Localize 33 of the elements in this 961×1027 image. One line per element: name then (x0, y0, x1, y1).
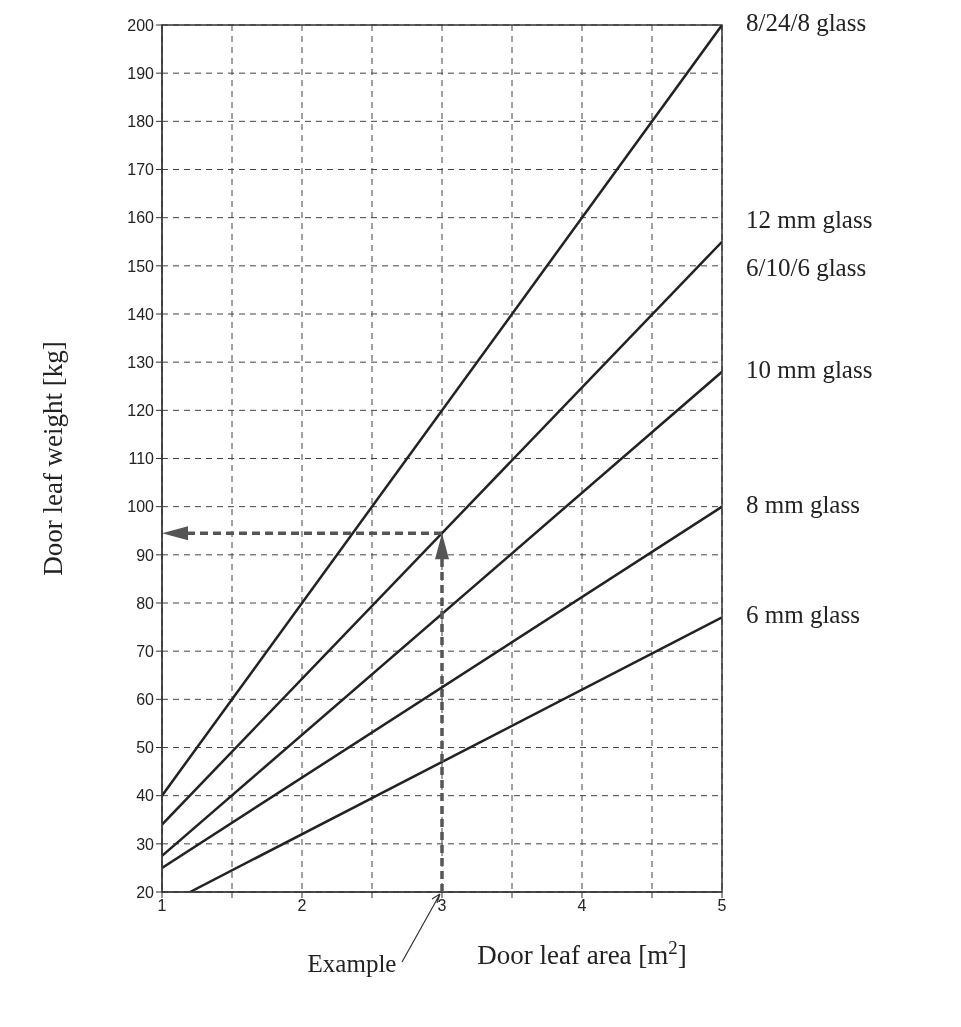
x-tick-label: 5 (717, 897, 727, 915)
y-tick-label: 50 (136, 739, 155, 757)
y-tick-label: 70 (136, 642, 155, 660)
y-tick-label: 110 (128, 450, 155, 468)
y-tick-label: 120 (127, 402, 155, 420)
y-tick-label: 130 (127, 353, 155, 371)
y-tick-label: 160 (127, 209, 155, 227)
x-tick-label: 2 (297, 897, 307, 915)
y-tick-label: 150 (127, 257, 155, 275)
y-tick-label: 60 (136, 691, 155, 709)
y-tick-label: 140 (127, 305, 155, 323)
y-tick-label: 80 (136, 594, 155, 612)
series-label: 10 mm glass (746, 355, 873, 383)
y-axis-title: Door leaf weight [kg] (38, 341, 68, 576)
y-tick-label: 190 (127, 64, 155, 82)
text: Example (307, 950, 397, 977)
series-label: 12 mm glass (746, 205, 873, 233)
x-axis-title: Door leaf area [m$^{2}$] (477, 936, 687, 970)
y-tick-label: 40 (136, 787, 155, 805)
y-tick-label: 170 (127, 161, 155, 179)
x-tick-label: 1 (157, 897, 167, 915)
x-tick-label: 4 (577, 897, 587, 915)
y-tick-label: 180 (127, 113, 155, 131)
x-tick-label: 3 (437, 897, 447, 915)
series-label: 8 mm glass (746, 490, 860, 518)
series-label: 6 mm glass (746, 601, 860, 629)
y-tick-label: 100 (127, 498, 155, 516)
series-label: 8/24/8 glass (746, 9, 867, 36)
y-tick-label: 30 (136, 835, 155, 853)
y-tick-label: 90 (136, 546, 155, 564)
y-tick-label: 200 (127, 16, 155, 34)
y-tick-label: 20 (136, 883, 155, 901)
annotation: 6/10/6 glass (746, 253, 867, 281)
